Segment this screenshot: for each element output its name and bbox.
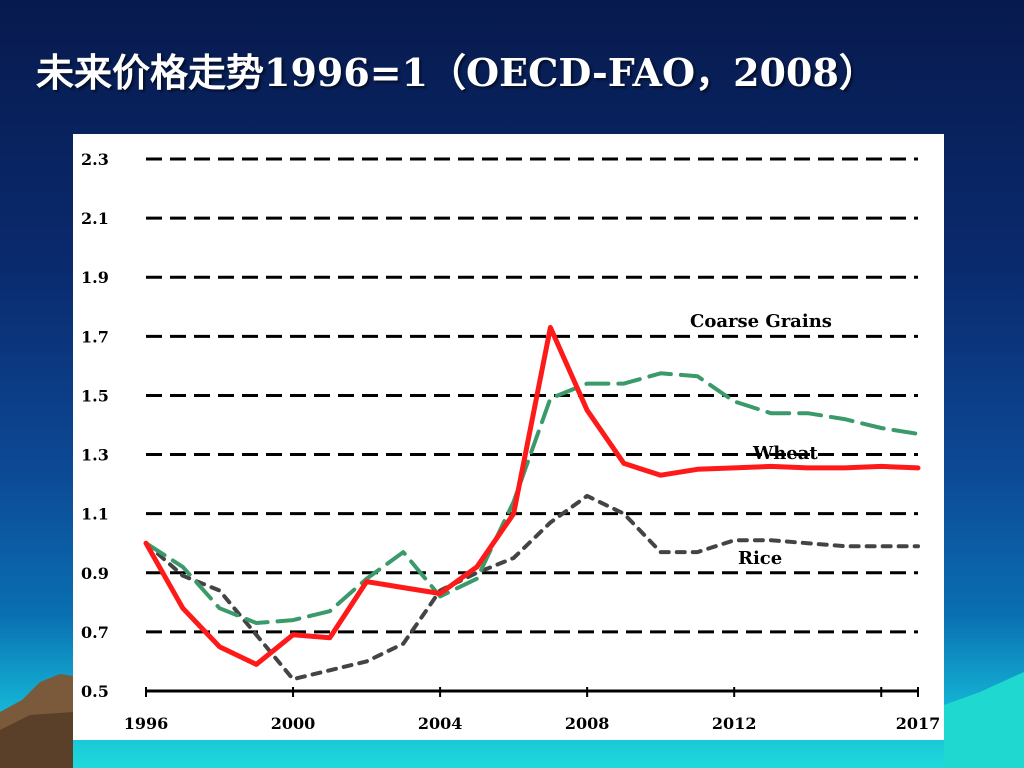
series-line-coarse-grains	[143, 325, 921, 667]
y-tick-label: 1.9	[81, 268, 109, 287]
series-line-rice	[144, 493, 920, 682]
y-tick-label: 2.3	[81, 150, 109, 169]
series-label-coarse-grains: Coarse Grains	[690, 311, 832, 332]
x-tick-label: 2008	[565, 714, 610, 733]
x-tick-label: 2012	[712, 714, 757, 733]
slide-title: 未来价格走势1996=1（OECD-FAO，2008）	[36, 50, 877, 95]
series-label-rice: Rice	[738, 548, 782, 569]
y-tick-label: 0.9	[81, 564, 109, 583]
x-tick-label: 1996	[124, 714, 169, 733]
line-chart: 2.3 2.1 1.9 1.7 1.5 1.3 1.1 0.9 0.7 0.5 1996 2000 20…	[81, 150, 941, 733]
y-tick-label: 1.5	[81, 386, 109, 405]
chart-panel: 2.3 2.1 1.9 1.7 1.5 1.3 1.1 0.9 0.7 0.5 1996 2000 20…	[73, 134, 944, 740]
y-tick-label: 2.1	[81, 209, 109, 228]
y-tick-label: 0.7	[81, 623, 109, 642]
y-tick-label: 1.7	[81, 327, 109, 346]
series-label-wheat: Wheat	[752, 443, 818, 464]
x-tick-label: 2004	[418, 714, 463, 733]
y-tick-label: 1.3	[81, 446, 109, 465]
series-line-wheat	[144, 371, 920, 625]
y-tick-label: 0.5	[81, 682, 109, 701]
x-tick-label: 2017	[896, 714, 941, 733]
y-tick-label: 1.1	[81, 505, 109, 524]
x-tick-label: 2000	[271, 714, 316, 733]
